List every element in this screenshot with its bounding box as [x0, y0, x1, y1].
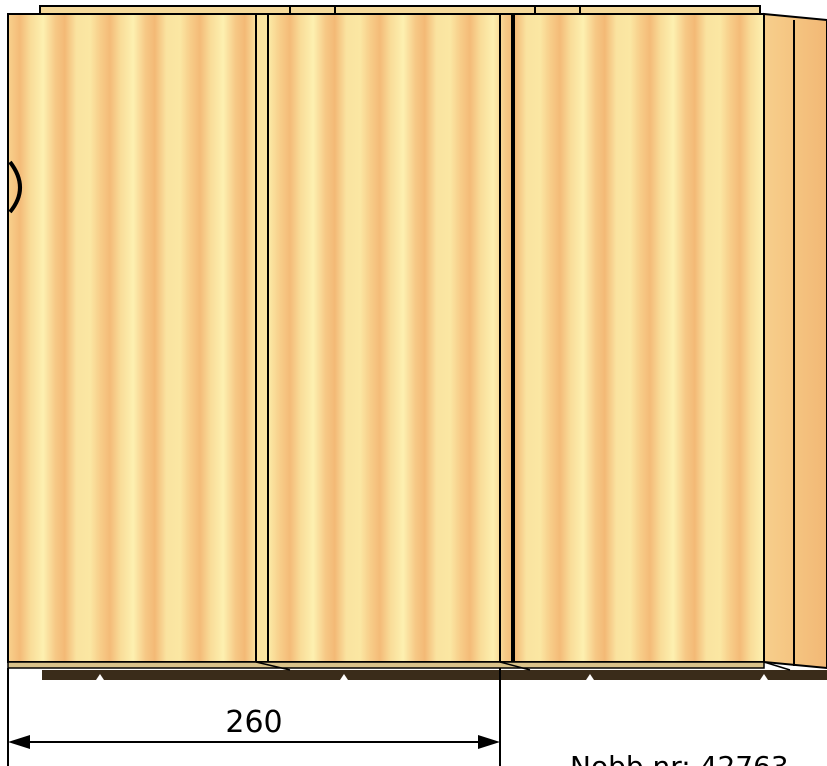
panel-frame-lines [267, 14, 515, 662]
door-handle [8, 160, 22, 214]
cabinet-side [763, 12, 827, 670]
door-panel-left [7, 13, 257, 663]
dimension-label: 260 [225, 705, 282, 740]
top-edge [39, 5, 761, 15]
door-panel-right [511, 13, 765, 663]
door-panel-middle [255, 13, 513, 663]
dimension-line [7, 668, 501, 766]
cabinet-base [7, 661, 827, 680]
nobb-number-label: Nobb nr: 42763 [570, 750, 789, 766]
